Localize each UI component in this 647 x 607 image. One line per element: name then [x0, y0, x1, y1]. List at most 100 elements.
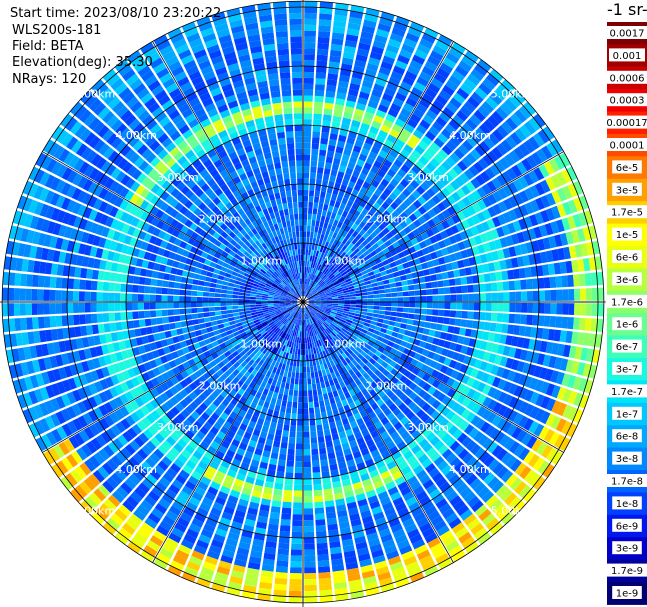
ppi-cell [523, 418, 534, 431]
ppi-cell [210, 278, 218, 284]
ppi-cell [528, 136, 540, 150]
ppi-cell [532, 290, 539, 301]
ppi-cell [132, 276, 140, 284]
ppi-cell [308, 300, 315, 302]
ppi-cell [222, 318, 229, 323]
ppi-cell [304, 313, 307, 320]
ppi-cell [365, 253, 373, 260]
ppi-cell [255, 302, 262, 305]
ppi-cell [534, 379, 544, 392]
ppi-cell [315, 513, 325, 520]
ppi-cell [305, 278, 308, 285]
ppi-cell [312, 389, 318, 396]
ppi-cell [145, 269, 153, 278]
ppi-cell [378, 465, 388, 475]
ppi-cell [340, 123, 350, 131]
ppi-cell [325, 90, 336, 98]
ppi-cell [328, 67, 339, 75]
ppi-cell [311, 454, 319, 461]
ppi-cell [365, 105, 377, 115]
ppi-cell [366, 219, 374, 228]
ppi-cell [418, 321, 426, 328]
ppi-cell [299, 319, 302, 326]
ppi-cell [282, 430, 289, 437]
ppi-cell [308, 298, 315, 301]
ppi-cell [422, 114, 434, 125]
ppi-cell [487, 441, 499, 454]
ppi-cell [553, 262, 562, 275]
ppi-cell [378, 445, 388, 455]
ppi-cell [364, 263, 372, 270]
ppi-cell [303, 431, 310, 438]
ppi-cell [508, 94, 522, 108]
ppi-cell [228, 317, 235, 322]
ppi-cell [305, 254, 308, 261]
ppi-cell [362, 273, 369, 279]
ppi-cell [461, 436, 472, 448]
ppi-cell [347, 22, 361, 31]
ppi-cell [382, 55, 395, 65]
ppi-cell [379, 255, 387, 262]
ppi-cell [479, 451, 491, 464]
ppi-cell [444, 123, 457, 135]
ppi-cell [561, 316, 569, 329]
ppi-cell [385, 481, 396, 491]
ppi-cell [518, 325, 526, 337]
ppi-cell [572, 213, 582, 228]
ppi-cell [435, 273, 443, 281]
ppi-cell [303, 472, 312, 479]
ppi-cell [232, 294, 239, 299]
ppi-cell [555, 171, 567, 186]
ppi-cell [516, 337, 525, 348]
ppi-cell [202, 297, 209, 302]
ppi-cell [96, 292, 103, 302]
ppi-cell [329, 397, 336, 405]
ppi-cell [407, 364, 416, 373]
ppi-cell [373, 511, 385, 521]
ppi-cell [379, 353, 387, 361]
ppi-cell [466, 388, 477, 399]
ppi-cell [371, 474, 382, 484]
ppi-cell [304, 290, 308, 297]
ppi-cell [217, 275, 225, 281]
ppi-cell [304, 7, 318, 14]
ppi-cell [555, 316, 563, 328]
ppi-cell [314, 296, 321, 299]
ppi-cell [405, 342, 413, 350]
ppi-cell [437, 202, 447, 212]
ppi-cell [347, 283, 354, 288]
ppi-cell [326, 305, 333, 308]
ppi-cell [432, 215, 441, 225]
ppi-cell [311, 448, 319, 456]
ppi-cell [351, 476, 361, 485]
ppi-cell [286, 401, 293, 408]
ppi-cell [397, 426, 407, 436]
ppi-cell [339, 467, 349, 475]
ppi-cell [311, 323, 315, 330]
ppi-cell [249, 302, 256, 305]
ppi-cell [163, 273, 171, 281]
ppi-cell [308, 261, 312, 268]
ppi-cell [377, 365, 386, 373]
ppi-cell [356, 48, 370, 57]
ppi-cell [329, 55, 341, 63]
ppi-cell [320, 233, 325, 241]
ppi-cell [380, 431, 390, 440]
ppi-cell [360, 122, 370, 131]
ppi-cell [342, 544, 355, 553]
ppi-cell [332, 115, 342, 123]
ppi-cell [402, 307, 409, 313]
ppi-cell [312, 472, 321, 479]
ppi-cell [221, 314, 228, 319]
ppi-cell [546, 447, 558, 462]
ppi-cell [343, 192, 351, 200]
ppi-cell [461, 196, 472, 207]
ppi-cell [388, 192, 398, 201]
ppi-cell [346, 136, 356, 145]
ppi-cell [373, 309, 380, 314]
ppi-cell [304, 54, 315, 61]
ppi-cell [155, 294, 162, 302]
ppi-cell [529, 185, 540, 198]
ppi-cell [325, 440, 333, 448]
ppi-cell [395, 380, 404, 389]
